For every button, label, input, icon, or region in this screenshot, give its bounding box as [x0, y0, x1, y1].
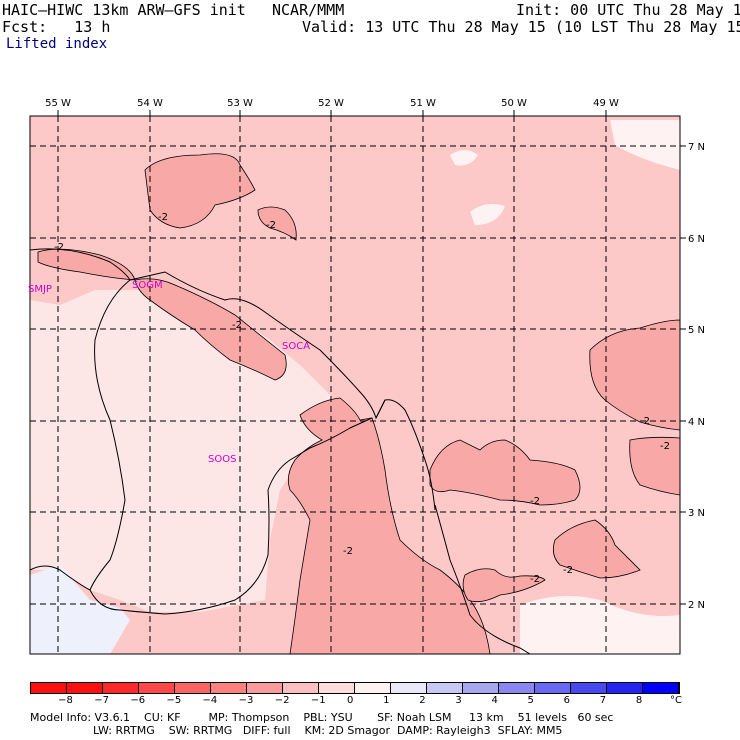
legend-swatch [463, 683, 499, 693]
legend-tick-label: 3 [455, 695, 462, 706]
station-label: SOOS [208, 454, 236, 465]
lat-label: 7 N [688, 142, 705, 153]
field-patch [450, 150, 478, 166]
legend-tick-label: −7 [94, 695, 109, 706]
legend-tick-label: 8 [635, 695, 643, 706]
lon-label: 52 W [318, 98, 344, 109]
legend-swatch [535, 683, 571, 693]
contour-label: -2 [158, 212, 168, 223]
model-title: HAIC–HIWC 13km ARW–GFS init [2, 1, 246, 19]
lon-label: 54 W [137, 98, 163, 109]
legend-tick-label: −8 [58, 695, 73, 706]
valid-time: Valid: 13 UTC Thu 28 May 15 (10 LST Thu … [302, 18, 740, 36]
forecast-hour: Fcst: 13 h [2, 18, 111, 36]
legend-unit: °C [670, 695, 682, 706]
legend-swatch [283, 683, 319, 693]
legend-swatch [427, 683, 463, 693]
legend-tick-label: 1 [383, 695, 390, 706]
legend-ticks: −8 −7 −6 −5 −4 −3 −2 −1 0 1 2 3 4 5 6 7 8 °C [30, 694, 682, 708]
legend-tick-label: 7 [599, 695, 607, 706]
lat-label: 4 N [688, 417, 705, 428]
field-region-neutral [30, 565, 130, 654]
legend-tick-label: 5 [527, 695, 534, 706]
lon-label: 51 W [410, 98, 436, 109]
legend-swatch [571, 683, 607, 693]
contour-label: -2 [563, 565, 573, 576]
station-label: SMJP [28, 284, 52, 295]
legend-tick-label: 2 [419, 695, 426, 706]
legend-swatch [391, 683, 427, 693]
contour-label: -2 [660, 441, 670, 452]
station-label: SOCA [282, 341, 310, 352]
map-frame [29, 115, 681, 655]
contour-label: -2 [530, 574, 540, 585]
legend-tick-label: 6 [563, 695, 571, 706]
legend-swatch [175, 683, 211, 693]
lat-label: 5 N [688, 325, 705, 336]
legend-tick-label: 0 [347, 695, 354, 706]
legend-swatch [607, 683, 643, 693]
lon-label: 53 W [227, 98, 253, 109]
legend-swatch [211, 683, 247, 693]
field-title: Lifted index [6, 36, 108, 52]
lon-label: 55 W [45, 98, 71, 109]
field-patch [520, 596, 680, 654]
legend-tick-label: −1 [310, 695, 326, 706]
color-legend [30, 682, 680, 694]
lon-label: 49 W [593, 98, 619, 109]
model-info-line1: Model Info: V3.6.1 CU: KF MP: Thompson P… [30, 711, 614, 724]
field-patch [610, 120, 680, 170]
init-time: Init: 00 UTC Thu 28 May 15 [516, 1, 740, 19]
legend-swatch [139, 683, 175, 693]
legend-swatch [319, 683, 355, 693]
model-info-line2: LW: RRTMG SW: RRTMG DIFF: full KM: 2D Sm… [30, 724, 563, 737]
legend-swatch [103, 683, 139, 693]
legend-tick-label: 4 [491, 695, 498, 706]
legend-swatch [67, 683, 103, 693]
legend-tick-label: −5 [166, 695, 182, 706]
lat-label: 3 N [688, 508, 705, 519]
contour-label: -2 [530, 496, 540, 507]
contour-label: -2 [266, 220, 276, 231]
lat-label: 2 N [688, 600, 705, 611]
lon-label: 50 W [501, 98, 527, 109]
legend-tick-label: −2 [274, 695, 290, 706]
legend-tick-label: −6 [130, 695, 146, 706]
contour-label: -2 [343, 546, 353, 557]
legend-tick-label: −3 [238, 695, 254, 706]
field-patch [470, 204, 505, 225]
station-label: SOGM [132, 280, 163, 291]
legend-swatch [499, 683, 535, 693]
stations: SMJP SOGM SOCA SOOS [28, 280, 310, 465]
contour-label: -2 [54, 242, 64, 253]
axis-ticks [57, 110, 686, 605]
legend-swatch [643, 683, 679, 693]
contour-label: -2 [232, 320, 242, 331]
legend-swatch [247, 683, 283, 693]
borders [30, 248, 531, 654]
contour-label: -2 [640, 416, 650, 427]
legend-swatch [355, 683, 391, 693]
latlon-grid [30, 116, 680, 654]
org-label: NCAR/MMM [272, 1, 345, 19]
lifted-index-map: 55 W 54 W 53 W 52 W 51 W 50 W 49 W 7 N 6… [28, 98, 705, 655]
legend-tick-label: −4 [202, 695, 218, 706]
lat-label: 6 N [688, 234, 705, 245]
legend-swatch [31, 683, 67, 693]
